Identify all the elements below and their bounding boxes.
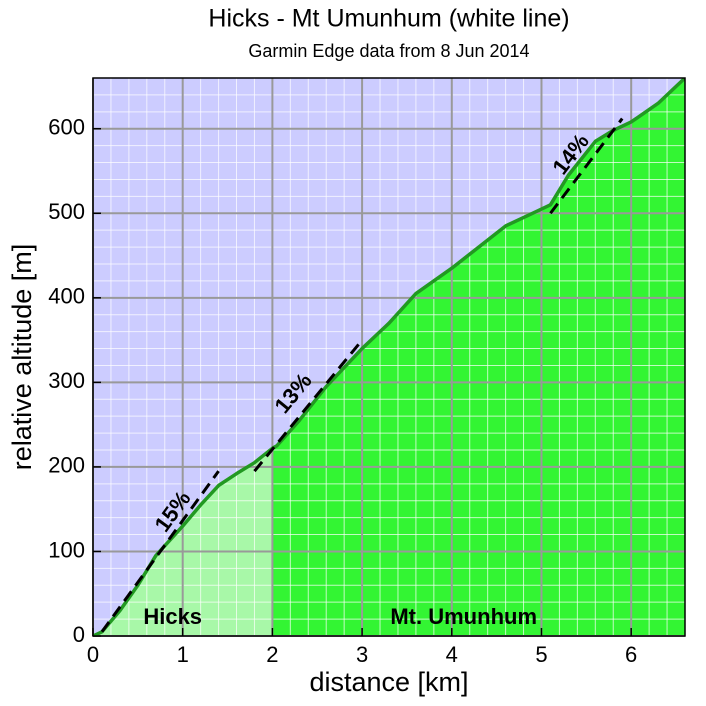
grade-line — [253, 339, 364, 473]
grade-line — [100, 470, 220, 633]
y-tick-label: 300 — [48, 368, 85, 393]
profile-line — [93, 78, 685, 636]
y-tick-label: 600 — [48, 115, 85, 140]
grade-line — [549, 117, 624, 215]
x-axis-label: distance [km] — [309, 667, 468, 697]
x-tick-label: 2 — [266, 642, 278, 667]
chart-title: Hicks - Mt Umunhum (white line) — [208, 5, 569, 33]
x-tick-label: 4 — [446, 642, 458, 667]
y-tick-label: 400 — [48, 284, 85, 309]
x-tick-label: 6 — [625, 642, 637, 667]
x-tick-label: 5 — [535, 642, 547, 667]
y-tick-label: 0 — [73, 622, 85, 647]
x-tick-label: 0 — [87, 642, 99, 667]
y-axis-label: relative altitude [m] — [7, 244, 37, 471]
region-label: Hicks — [143, 604, 202, 629]
y-tick-label: 200 — [48, 453, 85, 478]
region-fill — [272, 78, 685, 636]
x-tick-label: 1 — [177, 642, 189, 667]
y-tick-label: 500 — [48, 199, 85, 224]
region-label: Mt. Umunhum — [390, 604, 537, 629]
x-tick-label: 3 — [356, 642, 368, 667]
y-tick-label: 100 — [48, 537, 85, 562]
chart-subtitle: Garmin Edge data from 8 Jun 2014 — [248, 41, 529, 61]
plot-frame — [92, 77, 686, 637]
